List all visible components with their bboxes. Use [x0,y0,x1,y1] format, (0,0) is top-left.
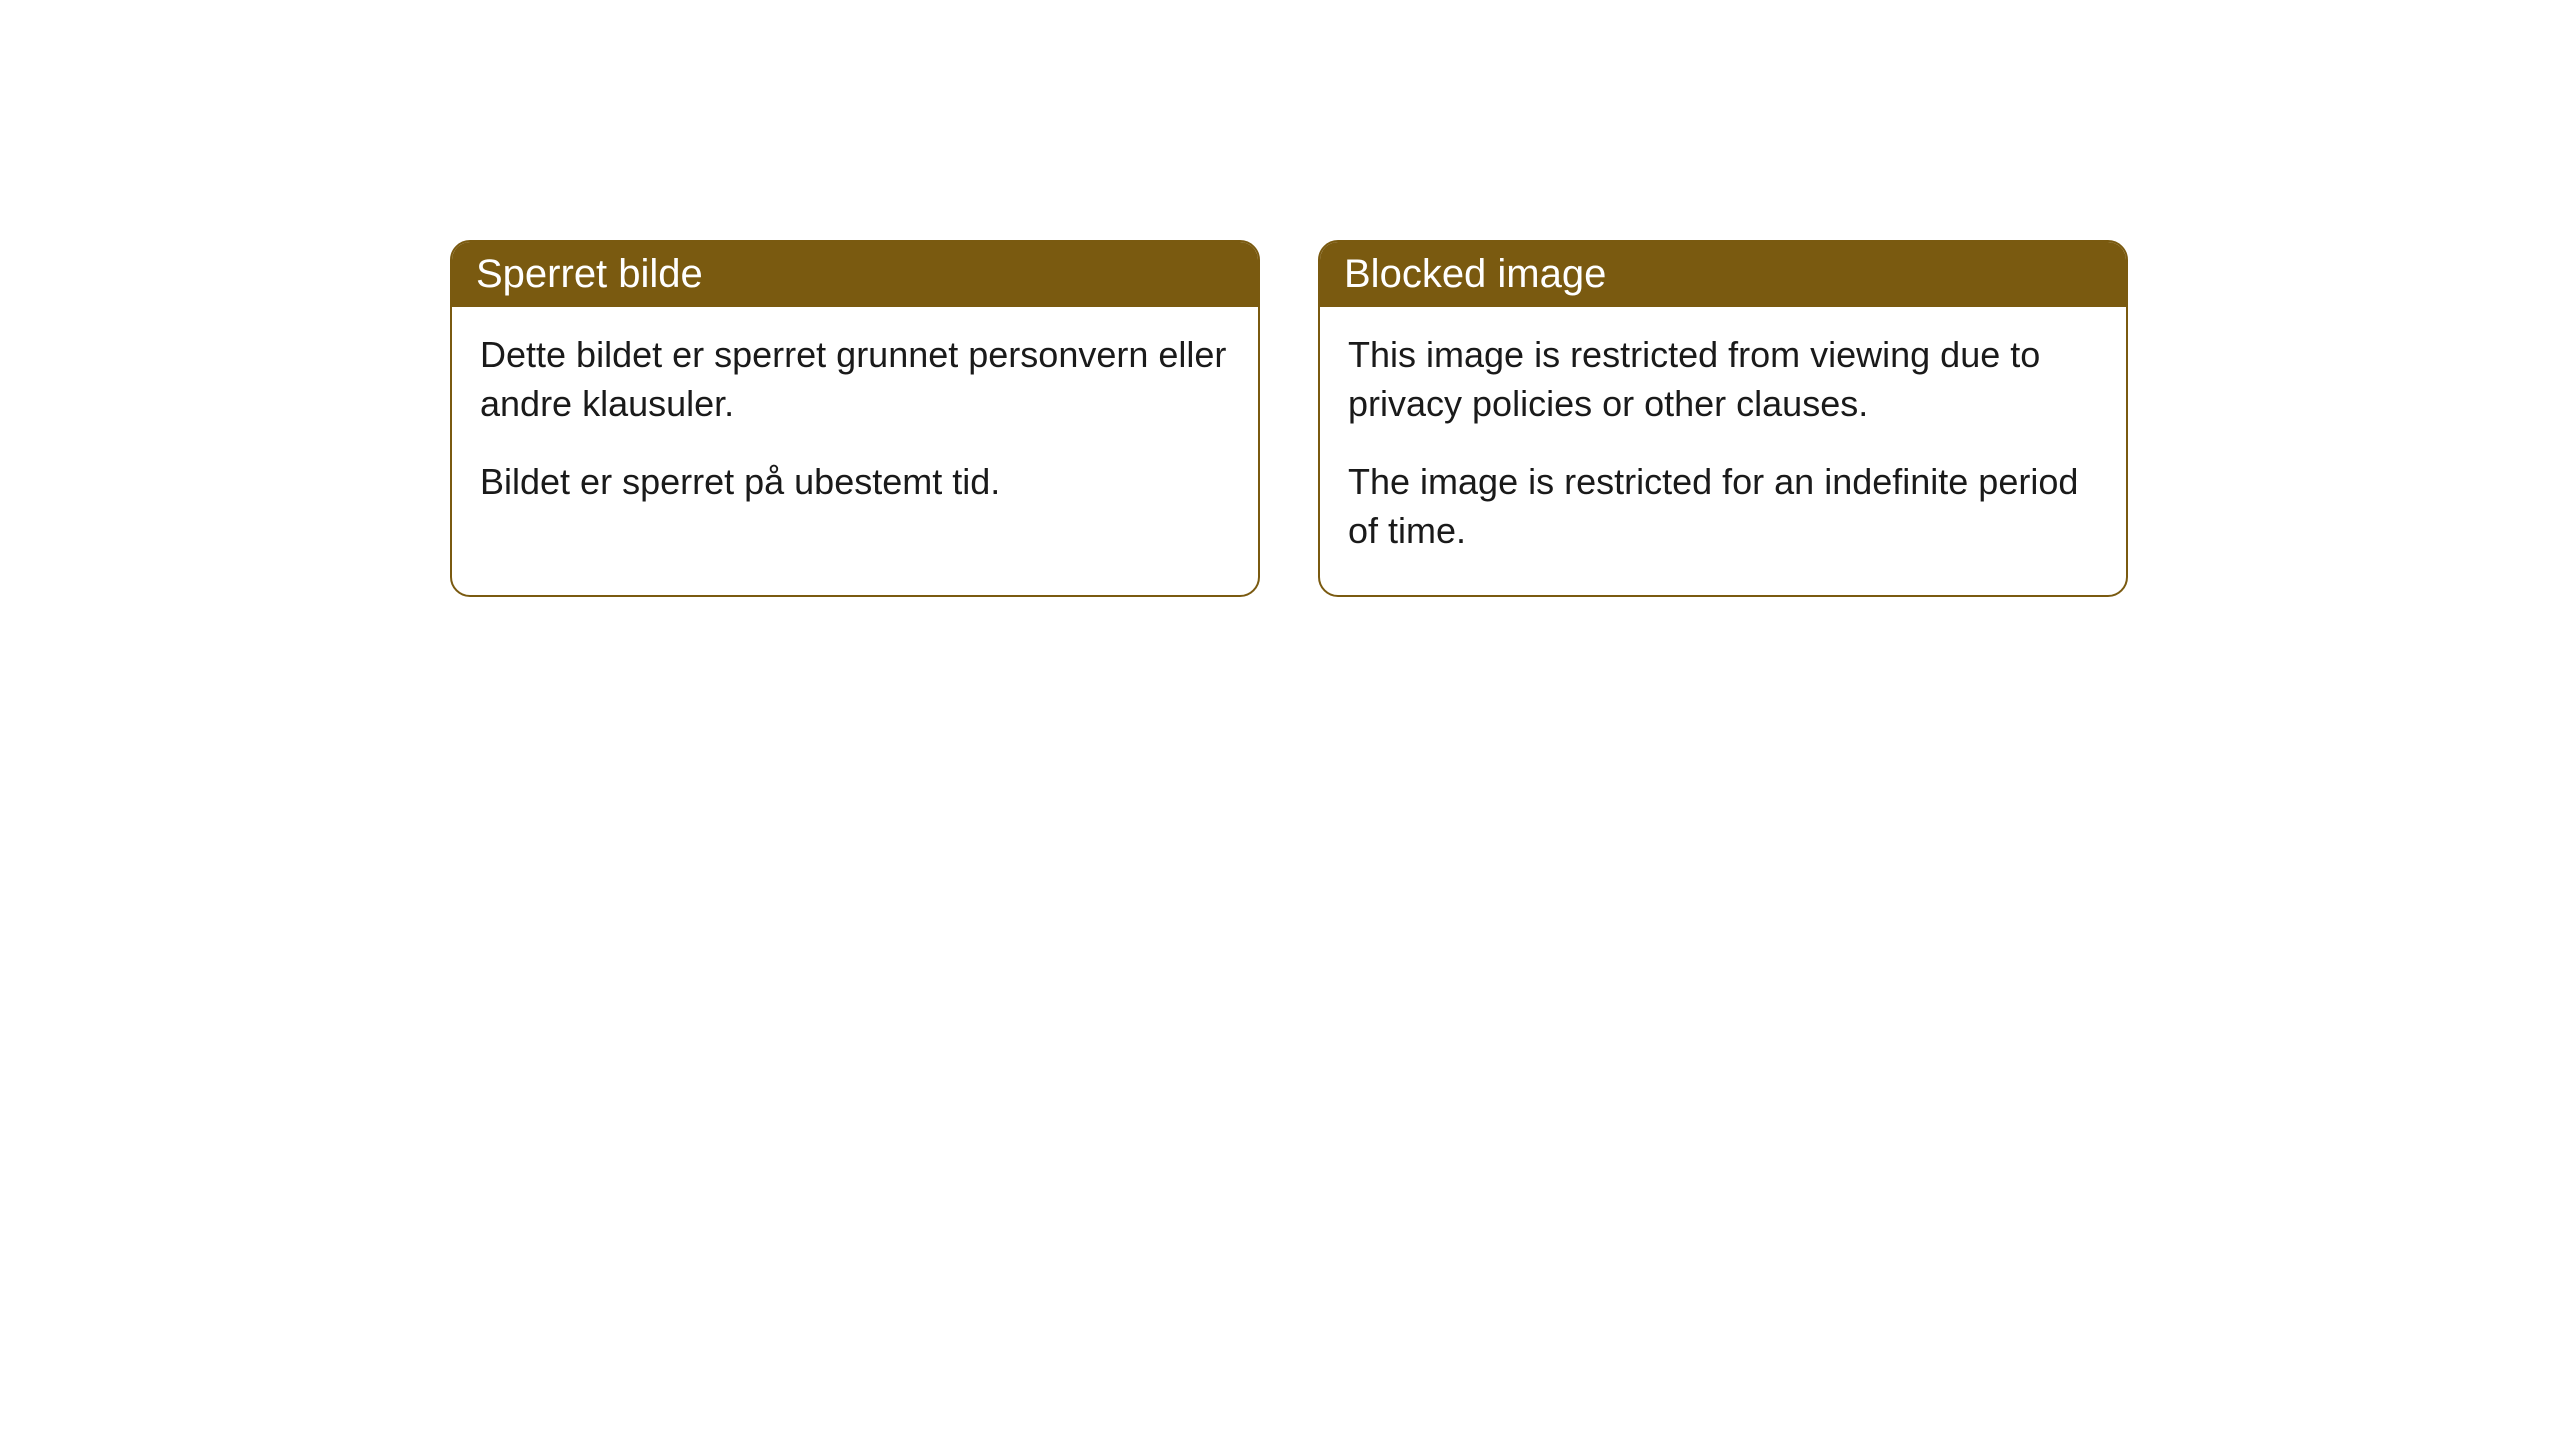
card-title: Blocked image [1344,252,1606,296]
card-paragraph: Dette bildet er sperret grunnet personve… [480,331,1230,428]
notice-card-norwegian: Sperret bilde Dette bildet er sperret gr… [450,240,1260,597]
card-header: Blocked image [1320,242,2126,307]
card-paragraph: The image is restricted for an indefinit… [1348,458,2098,555]
card-title: Sperret bilde [476,252,703,296]
card-body: This image is restricted from viewing du… [1320,307,2126,595]
card-body: Dette bildet er sperret grunnet personve… [452,307,1258,547]
card-paragraph: Bildet er sperret på ubestemt tid. [480,458,1230,507]
notice-card-english: Blocked image This image is restricted f… [1318,240,2128,597]
notice-cards-container: Sperret bilde Dette bildet er sperret gr… [450,240,2128,597]
card-header: Sperret bilde [452,242,1258,307]
card-paragraph: This image is restricted from viewing du… [1348,331,2098,428]
